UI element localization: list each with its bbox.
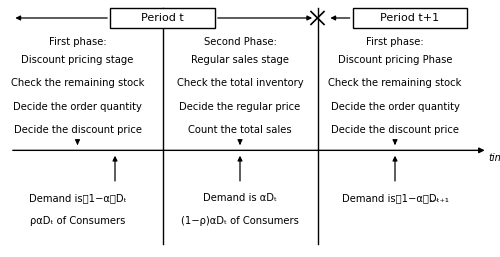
- Text: Decide the order quantity: Decide the order quantity: [330, 102, 460, 112]
- Text: Demand is（1−α）Dₜ₊₁: Demand is（1−α）Dₜ₊₁: [342, 193, 448, 203]
- Text: Second Phase:: Second Phase:: [204, 37, 277, 47]
- Text: Demand is αDₜ: Demand is αDₜ: [203, 193, 277, 203]
- Text: Period t+1: Period t+1: [380, 13, 440, 23]
- Text: Decide the discount price: Decide the discount price: [331, 125, 459, 135]
- Text: Decide the discount price: Decide the discount price: [14, 125, 141, 135]
- Text: First phase:: First phase:: [48, 37, 106, 47]
- FancyBboxPatch shape: [110, 8, 215, 28]
- Text: Regular sales stage: Regular sales stage: [191, 55, 289, 65]
- Text: time: time: [488, 153, 500, 163]
- Text: Check the remaining stock: Check the remaining stock: [328, 78, 462, 88]
- Text: Check the remaining stock: Check the remaining stock: [11, 78, 144, 88]
- Text: Decide the order quantity: Decide the order quantity: [13, 102, 142, 112]
- Text: Check the total inventory: Check the total inventory: [176, 78, 304, 88]
- Text: Discount pricing Phase: Discount pricing Phase: [338, 55, 452, 65]
- Text: (1−ρ)αDₜ of Consumers: (1−ρ)αDₜ of Consumers: [181, 216, 299, 226]
- Text: Decide the regular price: Decide the regular price: [180, 102, 300, 112]
- Text: Demand is（1−α）Dₜ: Demand is（1−α）Dₜ: [28, 193, 126, 203]
- Text: First phase:: First phase:: [366, 37, 424, 47]
- Text: Count the total sales: Count the total sales: [188, 125, 292, 135]
- FancyBboxPatch shape: [352, 8, 468, 28]
- Text: ραDₜ of Consumers: ραDₜ of Consumers: [30, 216, 125, 226]
- Text: ...: ...: [430, 193, 440, 203]
- Text: Discount pricing stage: Discount pricing stage: [22, 55, 134, 65]
- Text: Period t: Period t: [141, 13, 184, 23]
